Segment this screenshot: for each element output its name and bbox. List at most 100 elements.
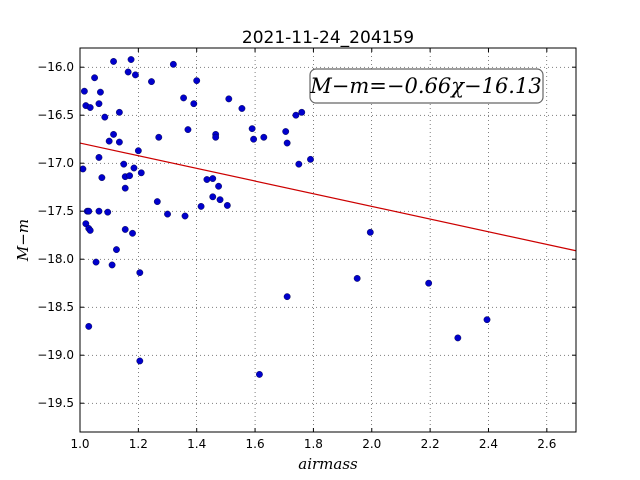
data-point [238,105,246,112]
chart-title: 2021-11-24_204159 [242,28,414,48]
data-point [92,258,100,266]
data-point [184,126,192,134]
data-point [292,111,300,119]
data-point [209,175,217,182]
data-point [85,207,93,215]
data-point [127,56,135,63]
data-point [104,208,112,216]
data-point [132,71,139,79]
data-point [223,202,231,209]
data-point [283,139,291,147]
data-point [250,135,258,143]
data-point [366,228,374,236]
data-point [148,78,155,86]
data-point [137,169,145,177]
y-tick-label: −16.0 [37,60,74,74]
data-point [136,269,144,277]
data-point [126,172,134,180]
data-point [79,165,87,173]
annotation-frame [309,68,544,104]
data-point [121,184,129,192]
x-tick-label: 2.6 [537,437,556,451]
x-tick-label: 1.4 [187,437,206,451]
data-point [248,125,256,133]
data-point [353,274,361,282]
grid [79,48,576,432]
data-point [95,207,103,215]
y-axis-label: M−m [14,219,32,262]
data-point [215,182,222,190]
data-point [91,74,98,82]
data-point [283,293,291,301]
ticks: 1.0 1.2 1.4 1.6 1.8 2.0 2.2 2.4 2.6 −16.0 −16.5 −17… [37,48,576,451]
fit-line [79,142,577,252]
data-point [260,133,268,141]
data-point [203,176,211,183]
data-point [124,68,132,76]
data-point [86,104,94,111]
data-point [256,370,263,378]
y-tick-label: −18.5 [37,300,74,314]
x-tick-label: 1.2 [129,437,148,451]
data-point [136,357,144,365]
y-tick-label: −19.5 [37,396,74,410]
data-point [190,100,198,108]
data-point [155,133,163,141]
data-point [209,193,217,201]
data-point [307,155,314,163]
data-point [130,164,138,172]
data-point [153,198,161,206]
data-point [169,60,177,68]
data-point [120,160,128,168]
data-point [282,128,290,135]
data-point [95,100,103,108]
data-point [105,137,113,145]
data-point [97,88,104,96]
y-tick-label: −19.0 [37,348,74,362]
x-tick-label: 2.0 [362,437,381,451]
plot-frame [79,47,577,433]
y-tick-label: −17.5 [37,204,74,218]
x-axis-label: airmass [298,455,358,473]
data-point [295,160,303,168]
data-point [95,154,103,161]
data-point [86,226,94,234]
data-point [197,202,205,210]
annotation-box: M−m=−0.66χ−16.13 [309,68,544,104]
y-tick-label: −17.0 [37,156,74,170]
data-point [98,174,106,182]
data-point [216,196,224,204]
data-point [80,87,88,95]
x-tick-label: 1.8 [304,437,323,451]
data-point [134,147,142,155]
data-point [110,130,117,138]
data-point [121,226,129,233]
y-tick-label: −18.0 [37,252,74,266]
data-point [108,261,116,269]
data-point [181,212,189,220]
x-tick-label: 2.2 [421,437,440,451]
data-point [212,133,220,141]
data-point [113,246,120,254]
data-point [115,138,123,146]
x-tick-label: 1.6 [246,437,265,451]
data-point [298,108,306,116]
data-point [101,113,109,121]
data-point [225,95,233,103]
data-point [483,316,491,324]
data-point [425,279,433,287]
data-point [129,229,136,237]
data-point [180,94,187,102]
y-tick-label: −16.5 [37,108,74,122]
data-points [79,56,491,378]
x-tick-label: 2.4 [479,437,498,451]
data-point [164,210,171,218]
data-point [110,58,117,65]
x-tick-label: 1.0 [70,437,89,451]
fit-equation: M−m=−0.66χ−16.13 [309,74,541,98]
data-point [85,322,93,330]
data-point [193,77,201,85]
data-point [115,108,123,116]
data-point [454,334,462,342]
